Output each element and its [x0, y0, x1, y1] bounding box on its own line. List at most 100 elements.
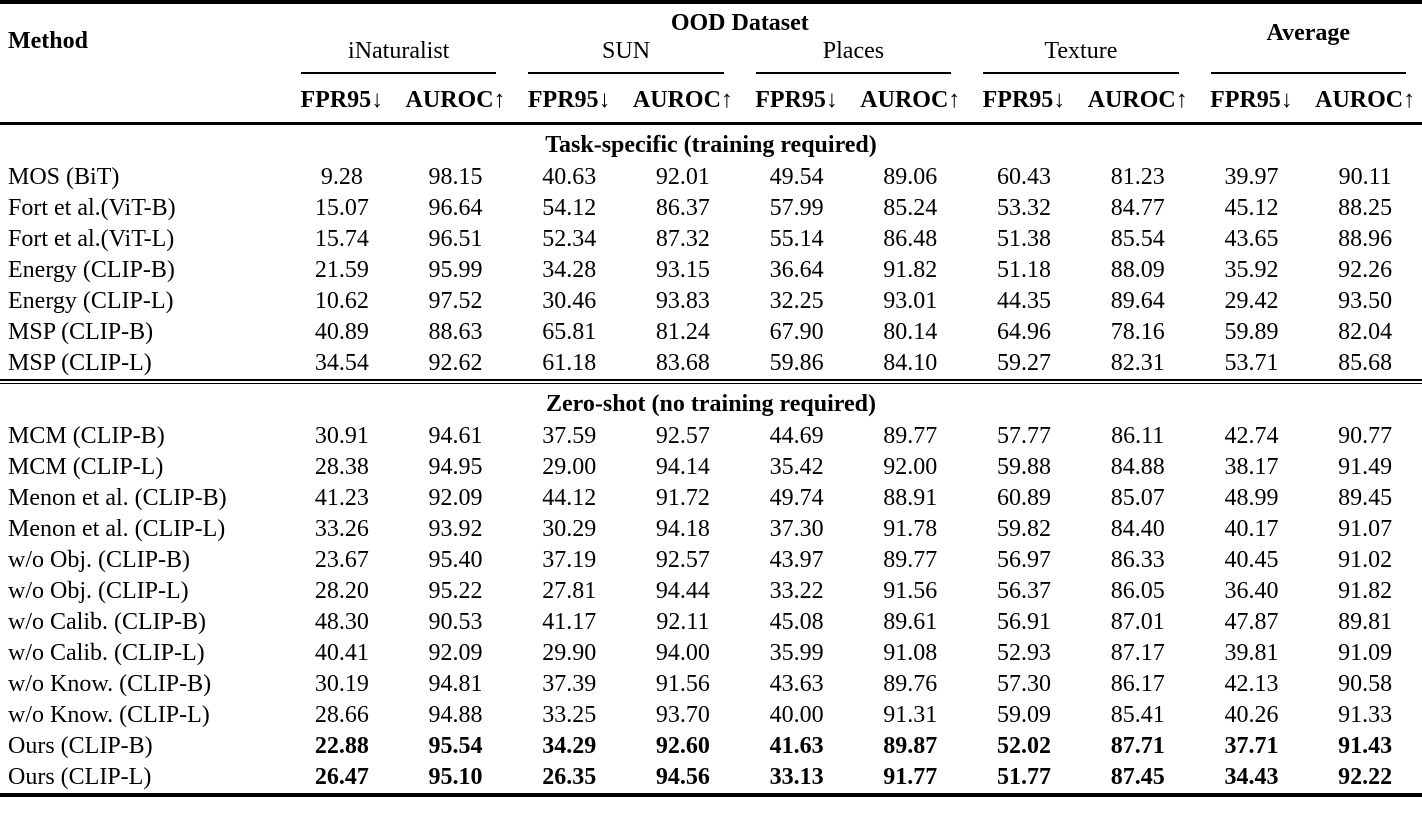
value-cell: 37.39 — [542, 671, 597, 697]
table-row: w/o Obj. (CLIP-B) 23.67 95.40 37.19 92.57 43.… — [0, 545, 1422, 576]
table-row: Menon et al. (CLIP-L) 33.26 93.92 30.29 94.1… — [0, 514, 1422, 545]
method-cell: w/o Obj. (CLIP-L) — [8, 578, 189, 604]
value-cell: 21.59 — [314, 257, 369, 283]
method-cell: MSP (CLIP-B) — [8, 319, 154, 345]
average-column-header: Average — [1195, 2, 1422, 74]
method-cell: MCM (CLIP-L) — [8, 454, 164, 480]
value-cell: 85.24 — [883, 195, 938, 221]
value-cell: 29.90 — [542, 640, 597, 666]
value-cell: 32.25 — [769, 288, 824, 314]
value-cell: 40.26 — [1224, 702, 1279, 728]
value-cell: 56.37 — [996, 578, 1051, 604]
table-row: Energy (CLIP-B) 21.59 95.99 34.28 93.15 36.64… — [0, 255, 1422, 286]
value-cell: 59.09 — [996, 702, 1051, 728]
value-cell: 92.11 — [656, 609, 710, 635]
method-cell: w/o Calib. (CLIP-B) — [8, 609, 206, 635]
value-cell: 94.95 — [428, 454, 483, 480]
value-cell: 48.30 — [314, 609, 369, 635]
header-row-groups: Method OOD Dataset Average — [0, 2, 1422, 125]
value-cell: 36.64 — [769, 257, 824, 283]
value-cell: 59.82 — [996, 516, 1051, 542]
value-cell: 97.52 — [428, 288, 483, 314]
value-cell: 34.28 — [542, 257, 597, 283]
value-cell: 95.99 — [428, 257, 483, 283]
metric-header-auroc: AUROC↑ — [853, 74, 968, 125]
value-cell: 84.40 — [1110, 516, 1165, 542]
dataset-underline — [528, 72, 724, 74]
value-cell: 87.17 — [1110, 640, 1165, 666]
value-cell: 93.50 — [1338, 288, 1393, 314]
value-cell: 67.90 — [769, 319, 824, 345]
value-cell: 82.04 — [1338, 319, 1393, 345]
value-cell: 90.11 — [1338, 164, 1392, 190]
table-row: w/o Calib. (CLIP-B) 48.30 90.53 41.17 92.11 4… — [0, 607, 1422, 638]
value-cell: 85.41 — [1110, 702, 1165, 728]
table-row: w/o Know. (CLIP-B) 30.19 94.81 37.39 91.56 43… — [0, 669, 1422, 700]
value-cell: 53.71 — [1224, 350, 1279, 376]
value-cell: 92.00 — [883, 454, 938, 480]
value-cell: 94.56 — [655, 764, 710, 790]
header-row-metrics: FPR95↓ AUROC↑ FPR95↓ AUROC↑ FPR95↓ AUROC… — [0, 74, 1422, 125]
table-row: w/o Obj. (CLIP-L) 28.20 95.22 27.81 94.44 33.… — [0, 576, 1422, 607]
value-cell: 59.88 — [996, 454, 1051, 480]
value-cell: 91.33 — [1338, 702, 1393, 728]
value-cell: 26.35 — [542, 764, 597, 790]
metric-header-auroc: AUROC↑ — [1308, 74, 1422, 125]
value-cell: 53.32 — [996, 195, 1051, 221]
value-cell: 56.97 — [996, 547, 1051, 573]
value-cell: 89.87 — [883, 733, 938, 759]
value-cell: 42.13 — [1224, 671, 1279, 697]
value-cell: 41.23 — [314, 485, 369, 511]
value-cell: 91.77 — [883, 764, 938, 790]
table-row: MCM (CLIP-L) 28.38 94.95 29.00 94.14 35.42 92.… — [0, 452, 1422, 483]
dataset-header-places: Places — [740, 38, 967, 74]
section-title-row: Zero-shot (no training required) — [0, 384, 1422, 422]
value-cell: 92.22 — [1338, 764, 1393, 790]
value-cell: 91.43 — [1338, 733, 1393, 759]
table-row: Fort et al.(ViT-B) 15.07 96.64 54.12 86.37 57… — [0, 193, 1422, 224]
table-row: Energy (CLIP-L) 10.62 97.52 30.46 93.83 32.25… — [0, 286, 1422, 317]
value-cell: 91.49 — [1338, 454, 1393, 480]
value-cell: 81.24 — [655, 319, 710, 345]
method-cell: Ours (CLIP-L) — [8, 764, 152, 790]
table-row: MOS (BiT) 9.28 98.15 40.63 92.01 49.54 89.06 60… — [0, 162, 1422, 193]
dataset-label: Places — [822, 38, 885, 64]
dataset-label: iNaturalist — [348, 38, 450, 64]
method-cell: Energy (CLIP-L) — [8, 288, 174, 314]
value-cell: 96.51 — [428, 226, 483, 252]
value-cell: 94.18 — [655, 516, 710, 542]
value-cell: 34.29 — [542, 733, 597, 759]
value-cell: 93.83 — [655, 288, 710, 314]
value-cell: 94.44 — [655, 578, 710, 604]
value-cell: 43.97 — [769, 547, 824, 573]
value-cell: 88.91 — [883, 485, 938, 511]
ood-dataset-group-header: OOD Dataset — [670, 9, 809, 36]
value-cell: 43.63 — [769, 671, 824, 697]
dataset-header-sun: SUN — [512, 38, 739, 74]
value-cell: 93.15 — [655, 257, 710, 283]
table-row: w/o Know. (CLIP-L) 28.66 94.88 33.25 93.70 40… — [0, 700, 1422, 731]
value-cell: 85.54 — [1110, 226, 1165, 252]
dataset-underline — [301, 72, 497, 74]
table-row: w/o Calib. (CLIP-L) 40.41 92.09 29.90 94.00 3… — [0, 638, 1422, 669]
value-cell: 52.93 — [996, 640, 1051, 666]
method-cell: w/o Know. (CLIP-L) — [8, 702, 210, 728]
value-cell: 61.18 — [542, 350, 597, 376]
value-cell: 91.07 — [1338, 516, 1393, 542]
value-cell: 41.63 — [769, 733, 824, 759]
value-cell: 89.77 — [883, 423, 938, 449]
value-cell: 15.07 — [314, 195, 369, 221]
value-cell: 44.69 — [769, 423, 824, 449]
value-cell: 47.87 — [1224, 609, 1279, 635]
value-cell: 94.88 — [428, 702, 483, 728]
section-separator-rule — [0, 379, 1422, 384]
value-cell: 91.02 — [1338, 547, 1393, 573]
value-cell: 65.81 — [542, 319, 597, 345]
value-cell: 37.19 — [542, 547, 597, 573]
value-cell: 90.77 — [1338, 423, 1393, 449]
value-cell: 95.40 — [428, 547, 483, 573]
value-cell: 90.58 — [1338, 671, 1393, 697]
value-cell: 81.23 — [1110, 164, 1165, 190]
method-cell: w/o Calib. (CLIP-L) — [8, 640, 205, 666]
value-cell: 38.17 — [1224, 454, 1279, 480]
